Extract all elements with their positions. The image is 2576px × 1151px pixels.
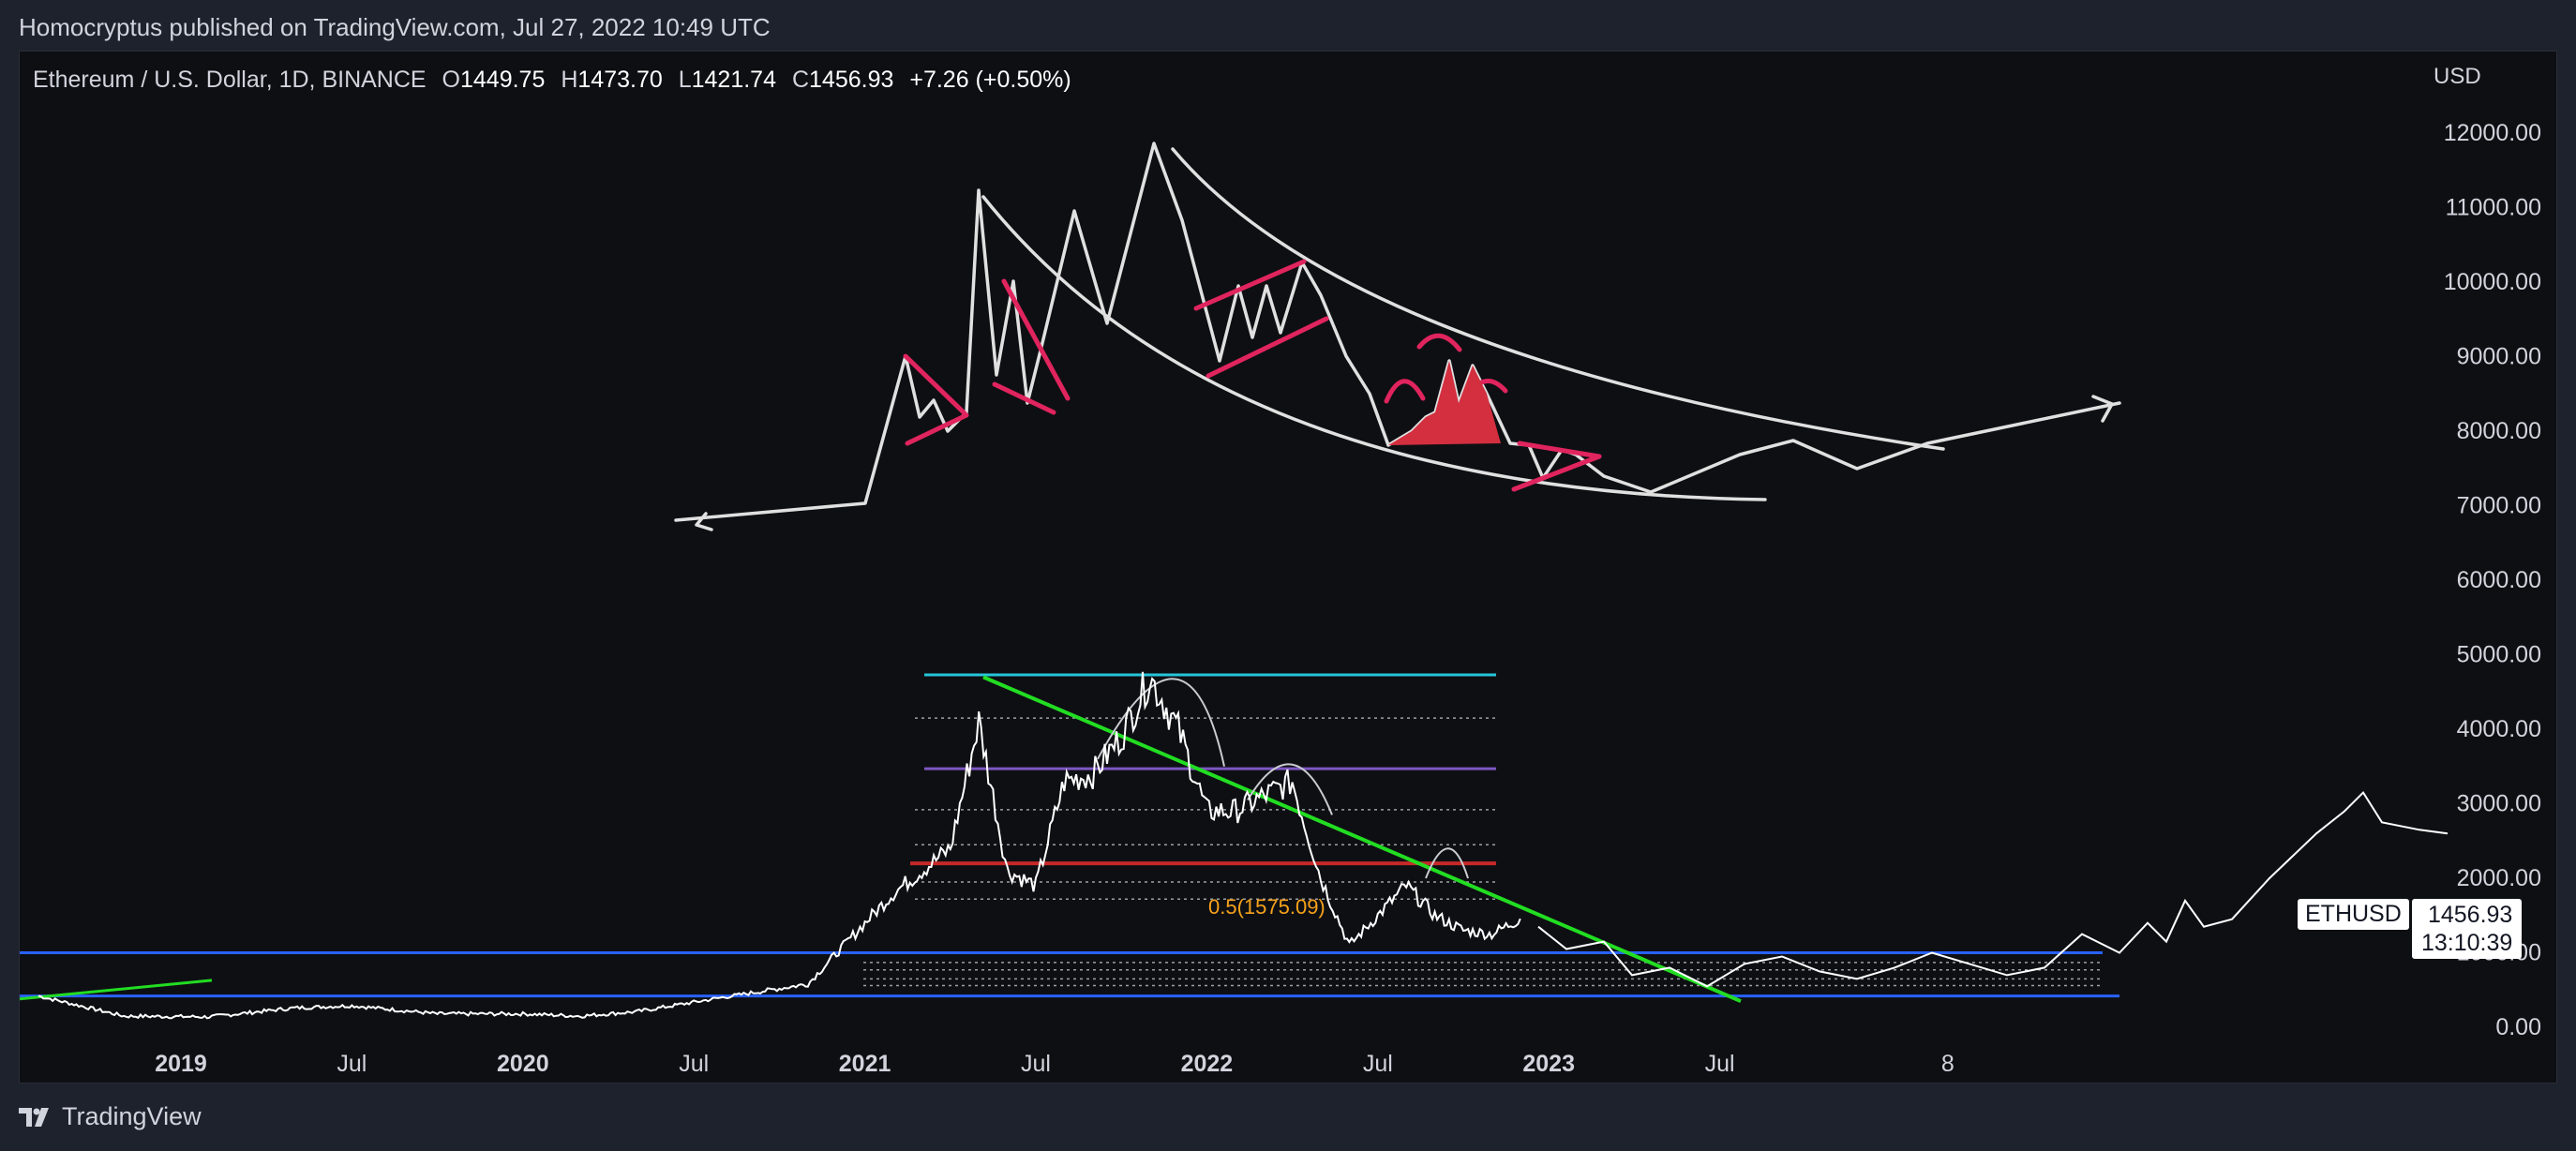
close-value: 1456.93 [809,67,894,93]
pattern-pink-line [1517,441,1602,459]
footer: TradingView [19,1102,202,1131]
change-value: +7.26 (+0.50%) [909,67,1071,93]
fib-label: 0.5(1575.09) [1208,895,1325,919]
price-axis-tick: 10000.00 [2444,269,2541,295]
bar-countdown: 13:10:39 [2421,930,2513,956]
upper-curve [1171,147,1945,451]
time-axis-tick: Jul [1705,1051,1735,1077]
ethusd-price-line [37,671,1521,1020]
pattern-pink-line [1206,316,1329,379]
price-axis-tick: 9000.00 [2457,344,2541,370]
price-axis-tick: 0.00 [2495,1014,2541,1040]
left-arrow-head [695,512,713,531]
high-value: 1473.70 [577,67,663,93]
price-axis-tick: 6000.00 [2457,567,2541,593]
price-axis-tick: 7000.00 [2457,493,2541,519]
time-axis-tick: 2022 [1181,1051,1234,1077]
chart-panel[interactable]: 0.5(1575.09) USD 12000.00 11000.00 10000.00… [19,51,2557,1084]
time-axis-tick: Jul [679,1051,709,1077]
projection-drawing [674,142,2121,522]
high-label: H [561,67,578,93]
top-arc [1097,678,1225,767]
price-axis-tick: 5000.00 [2457,642,2541,668]
time-axis-tick: Jul [337,1051,367,1077]
time-axis-tick: 2019 [155,1051,207,1077]
pattern-pink-line [1511,454,1602,492]
projection-path [1537,791,2449,988]
close-label: C [791,67,810,93]
pattern-pink-line [1001,278,1071,401]
time-axis-tick: Jul [1363,1051,1393,1077]
symbol-name[interactable]: Ethereum / U.S. Dollar, 1D, BINANCE [33,67,427,93]
pattern-pink-line [903,353,967,416]
low-value: 1421.74 [691,67,776,93]
price-axis-tick: 11000.00 [2446,195,2541,221]
low-label: L [678,67,692,93]
publisher-header: Homocryptus published on TradingView.com… [19,13,771,41]
pattern-pink-line [905,412,969,446]
price-axis-tick: 12000.00 [2444,120,2541,146]
open-value: 1449.75 [460,67,546,93]
ticker-tag: ETHUSD [2298,899,2409,930]
top-arc [1247,763,1333,815]
price-axis-tick: 4000.00 [2457,716,2541,742]
time-axis-tick: Jul [1021,1051,1051,1077]
pattern-pink-line [992,381,1056,415]
price-axis-tick: 3000.00 [2457,791,2541,817]
pattern-pink-line [1193,259,1307,311]
tradingview-logo-icon [19,1107,49,1127]
current-price-box: 1456.93 13:10:39 [2412,899,2523,959]
top-arc [1425,847,1469,879]
footer-brand[interactable]: TradingView [62,1102,202,1130]
time-axis-tick: 2023 [1522,1051,1575,1077]
lower-curve [981,195,1767,501]
price-axis-tick: 8000.00 [2457,418,2541,444]
current-price: 1456.93 [2427,902,2513,928]
head-shoulders-fill [1388,361,1501,445]
trend-line-green [982,675,1742,1004]
time-axis-tick: 2020 [497,1051,549,1077]
pattern-pink-arc [1384,379,1426,404]
time-axis-tick: 8 [1941,1051,1954,1077]
trend-line-green-left [20,979,213,1001]
price-axis-currency: USD [2434,64,2481,89]
time-axis-tick: 2021 [839,1051,891,1077]
right-arrow-head [2091,395,2114,423]
price-axis-tick: 2000.00 [2457,865,2541,891]
open-label: O [442,67,460,93]
pattern-pink-arc [1416,333,1462,352]
chart-canvas[interactable]: 0.5(1575.09) USD 12000.00 11000.00 10000.00… [20,52,2557,1084]
symbol-legend: Ethereum / U.S. Dollar, 1D, BINANCE O144… [33,67,1081,94]
